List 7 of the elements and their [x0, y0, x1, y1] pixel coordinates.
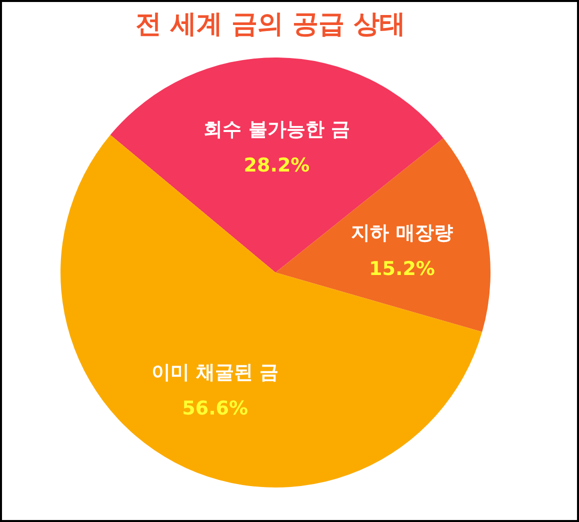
data-label: 28.2% [244, 154, 310, 177]
slice-label: 지하 매장량 [351, 222, 453, 244]
data-label: 15.2% [369, 258, 435, 280]
data-label: 56.6% [182, 397, 248, 420]
slice-label: 이미 채굴된 금 [151, 361, 279, 384]
chart-title: 전 세계 금의 공급 상태 [135, 10, 406, 40]
slice-label: 회수 불가능한 금 [204, 118, 350, 141]
